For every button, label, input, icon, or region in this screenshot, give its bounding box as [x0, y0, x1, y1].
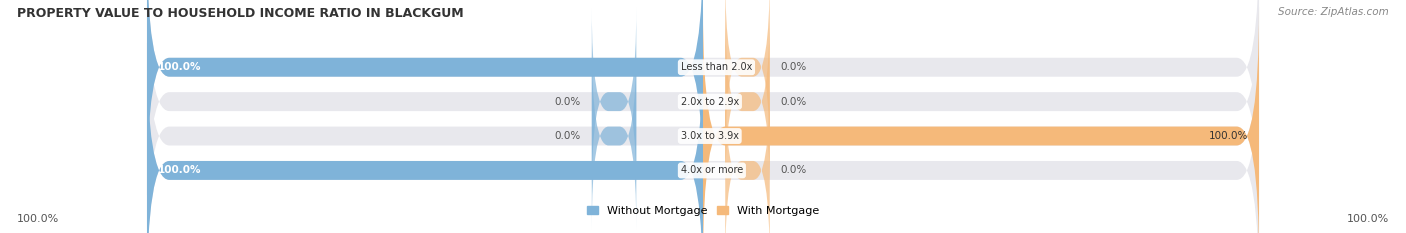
Text: 0.0%: 0.0% [780, 62, 807, 72]
FancyBboxPatch shape [725, 0, 769, 161]
Text: 0.0%: 0.0% [780, 97, 807, 107]
Text: 100.0%: 100.0% [17, 214, 59, 224]
FancyBboxPatch shape [148, 8, 1258, 233]
FancyBboxPatch shape [148, 0, 1258, 195]
Text: Source: ZipAtlas.com: Source: ZipAtlas.com [1278, 7, 1389, 17]
Text: PROPERTY VALUE TO HOUSEHOLD INCOME RATIO IN BLACKGUM: PROPERTY VALUE TO HOUSEHOLD INCOME RATIO… [17, 7, 464, 20]
Text: Less than 2.0x: Less than 2.0x [681, 62, 752, 72]
FancyBboxPatch shape [725, 77, 769, 233]
Text: 0.0%: 0.0% [780, 165, 807, 175]
FancyBboxPatch shape [148, 0, 703, 195]
Text: 2.0x to 2.9x: 2.0x to 2.9x [681, 97, 740, 107]
Text: 0.0%: 0.0% [554, 131, 581, 141]
FancyBboxPatch shape [148, 42, 1258, 233]
FancyBboxPatch shape [725, 8, 769, 195]
FancyBboxPatch shape [703, 8, 1258, 233]
FancyBboxPatch shape [148, 42, 703, 233]
Text: 100.0%: 100.0% [157, 62, 201, 72]
Text: 4.0x or more: 4.0x or more [681, 165, 742, 175]
Text: 0.0%: 0.0% [554, 97, 581, 107]
Text: 100.0%: 100.0% [1209, 131, 1249, 141]
FancyBboxPatch shape [148, 0, 1258, 230]
Text: 100.0%: 100.0% [1347, 214, 1389, 224]
Legend: Without Mortgage, With Mortgage: Without Mortgage, With Mortgage [582, 202, 824, 220]
Text: 100.0%: 100.0% [157, 165, 201, 175]
FancyBboxPatch shape [592, 8, 637, 195]
Text: 3.0x to 3.9x: 3.0x to 3.9x [681, 131, 738, 141]
FancyBboxPatch shape [592, 42, 637, 230]
